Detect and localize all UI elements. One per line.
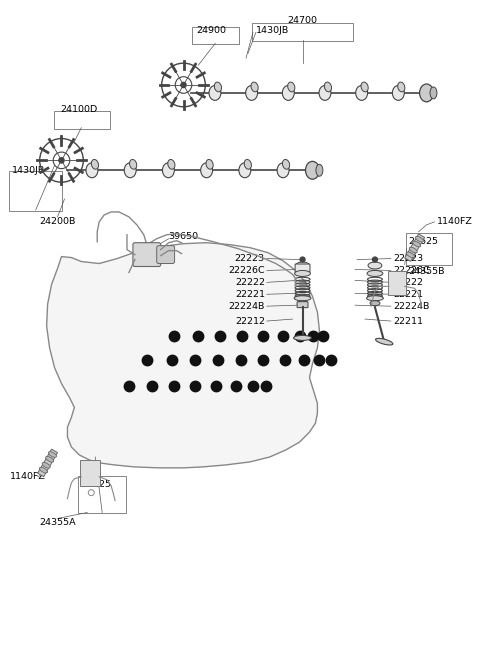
Polygon shape xyxy=(47,243,319,468)
Ellipse shape xyxy=(413,241,420,247)
Ellipse shape xyxy=(277,163,289,178)
Ellipse shape xyxy=(239,163,251,178)
Text: 39650: 39650 xyxy=(168,232,199,241)
Text: 24355B: 24355B xyxy=(408,267,445,276)
Ellipse shape xyxy=(305,161,319,179)
Ellipse shape xyxy=(130,159,137,169)
Text: 24625: 24625 xyxy=(81,480,111,489)
Ellipse shape xyxy=(201,163,213,178)
Ellipse shape xyxy=(316,165,323,176)
Ellipse shape xyxy=(430,87,437,99)
Ellipse shape xyxy=(288,82,295,92)
Ellipse shape xyxy=(246,85,258,100)
FancyBboxPatch shape xyxy=(157,245,175,264)
Text: 24625: 24625 xyxy=(408,237,439,246)
Ellipse shape xyxy=(296,262,310,269)
Text: 22222: 22222 xyxy=(393,278,423,287)
Ellipse shape xyxy=(206,159,213,169)
Ellipse shape xyxy=(162,163,174,178)
Text: 24200B: 24200B xyxy=(39,217,76,226)
Text: 22222: 22222 xyxy=(235,278,265,287)
Text: 22212: 22212 xyxy=(235,317,265,325)
Ellipse shape xyxy=(215,82,221,92)
Text: 1430JB: 1430JB xyxy=(256,26,289,35)
Ellipse shape xyxy=(367,270,383,276)
Ellipse shape xyxy=(251,82,258,92)
Ellipse shape xyxy=(282,159,289,169)
Ellipse shape xyxy=(370,300,380,306)
Ellipse shape xyxy=(407,252,414,258)
Text: 1140FZ: 1140FZ xyxy=(436,217,472,226)
Ellipse shape xyxy=(392,85,404,100)
FancyBboxPatch shape xyxy=(388,272,406,295)
Text: 22223: 22223 xyxy=(393,254,423,263)
Ellipse shape xyxy=(46,457,54,462)
Ellipse shape xyxy=(244,159,252,169)
Text: 1140FZ: 1140FZ xyxy=(10,472,46,482)
Ellipse shape xyxy=(409,247,417,253)
Ellipse shape xyxy=(295,270,311,276)
FancyBboxPatch shape xyxy=(297,302,308,308)
Text: 22224B: 22224B xyxy=(393,302,429,311)
Circle shape xyxy=(59,157,64,163)
Text: 22226C: 22226C xyxy=(228,266,265,275)
Text: 22226C: 22226C xyxy=(393,266,430,275)
Ellipse shape xyxy=(356,85,368,100)
FancyBboxPatch shape xyxy=(133,243,161,266)
FancyBboxPatch shape xyxy=(295,264,310,272)
Text: 22223: 22223 xyxy=(235,254,265,263)
Ellipse shape xyxy=(124,163,136,178)
Text: 24355A: 24355A xyxy=(39,518,76,527)
Ellipse shape xyxy=(294,296,311,300)
Ellipse shape xyxy=(416,236,423,242)
Ellipse shape xyxy=(282,85,294,100)
Circle shape xyxy=(181,83,186,88)
Text: 24900: 24900 xyxy=(196,26,227,35)
FancyBboxPatch shape xyxy=(80,460,100,485)
Text: 1430JB: 1430JB xyxy=(12,166,45,174)
Ellipse shape xyxy=(39,467,48,473)
Text: 24100D: 24100D xyxy=(61,105,98,114)
Ellipse shape xyxy=(294,335,312,340)
Ellipse shape xyxy=(324,82,332,92)
Polygon shape xyxy=(37,449,58,477)
Ellipse shape xyxy=(420,84,433,102)
Ellipse shape xyxy=(86,163,98,178)
Ellipse shape xyxy=(361,82,368,92)
Text: 24700: 24700 xyxy=(288,16,318,25)
Ellipse shape xyxy=(375,338,393,345)
Ellipse shape xyxy=(42,462,50,468)
Text: 22224B: 22224B xyxy=(228,302,265,311)
Text: 22211: 22211 xyxy=(393,317,423,325)
Ellipse shape xyxy=(368,262,382,269)
Ellipse shape xyxy=(367,296,384,300)
Text: 22221: 22221 xyxy=(235,290,265,298)
Ellipse shape xyxy=(319,85,331,100)
Ellipse shape xyxy=(168,159,175,169)
Circle shape xyxy=(372,257,377,262)
Ellipse shape xyxy=(48,452,57,457)
Polygon shape xyxy=(405,234,425,262)
Ellipse shape xyxy=(91,159,98,169)
Ellipse shape xyxy=(209,85,221,100)
Ellipse shape xyxy=(398,82,405,92)
Circle shape xyxy=(300,257,305,262)
Text: 22221: 22221 xyxy=(393,290,423,298)
Ellipse shape xyxy=(298,300,308,306)
